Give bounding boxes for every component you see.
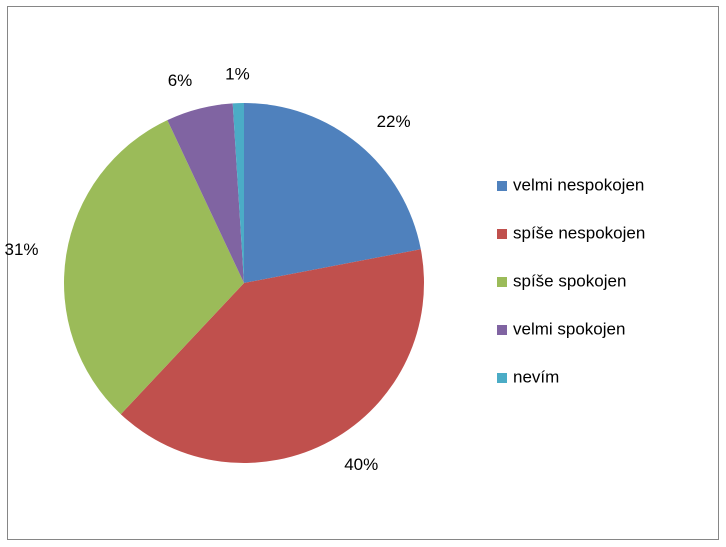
legend-swatch: [497, 373, 507, 383]
pie-slice: [232, 103, 244, 283]
pie-slice: [63, 120, 244, 415]
legend-label: velmi nespokojen: [513, 175, 644, 194]
legend-label: velmi spokojen: [513, 319, 625, 338]
legend-swatch: [497, 229, 507, 239]
data-label: 6%: [168, 71, 193, 90]
legend-label: spíše nespokojen: [513, 223, 645, 242]
data-label: 40%: [344, 455, 378, 474]
legend-swatch: [497, 277, 507, 287]
legend-swatch: [497, 181, 507, 191]
legend-swatch: [497, 325, 507, 335]
pie-slice: [167, 103, 244, 283]
pie-slice: [244, 103, 421, 283]
legend-label: nevím: [513, 367, 559, 386]
data-label: 31%: [5, 240, 39, 259]
data-label: 1%: [225, 65, 250, 84]
data-label: 22%: [377, 112, 411, 131]
pie-slice: [120, 249, 425, 464]
legend-label: spíše spokojen: [513, 271, 626, 290]
